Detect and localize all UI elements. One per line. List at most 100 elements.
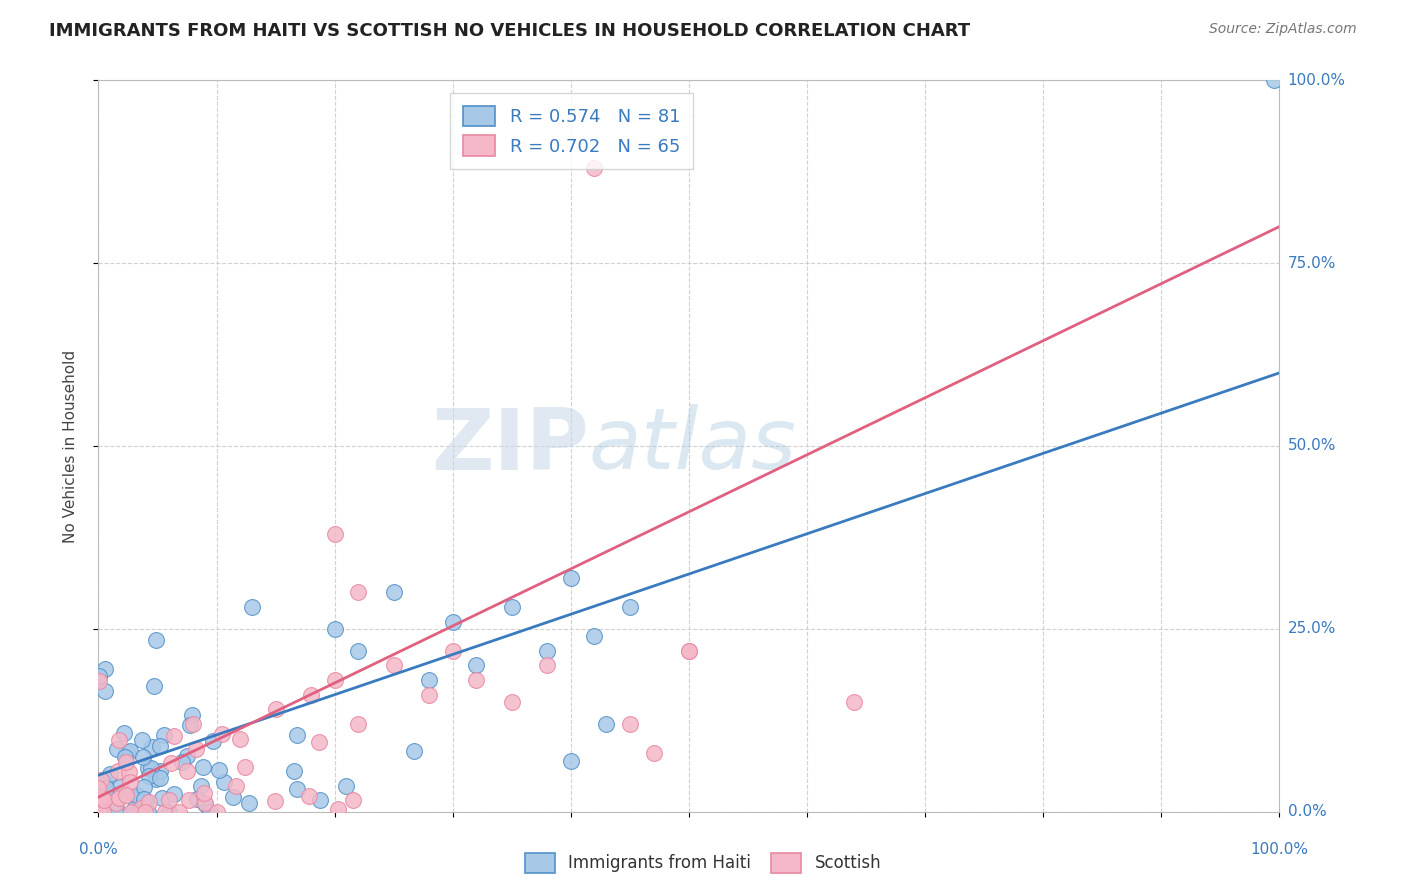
Point [229, 731, 252, 746]
Point [225, 779, 247, 793]
Point [115, 788, 138, 802]
Point [595, 717, 617, 731]
Point [465, 673, 488, 687]
Point [134, 805, 156, 819]
Point [170, 755, 193, 769]
Point [181, 717, 204, 731]
Point [583, 629, 606, 643]
Point [136, 805, 159, 819]
Point [87, 673, 110, 688]
Text: 100.0%: 100.0% [1288, 73, 1346, 87]
Point [107, 805, 129, 819]
Point [132, 780, 155, 795]
Point [89, 801, 111, 815]
Text: 100.0%: 100.0% [1250, 842, 1309, 857]
Point [125, 805, 148, 819]
Point [501, 695, 523, 709]
Point [150, 790, 173, 805]
Point [308, 735, 330, 749]
Point [202, 734, 225, 748]
Point [844, 695, 866, 709]
Point [233, 760, 256, 774]
Point [94, 662, 117, 676]
Point [157, 805, 180, 819]
Point [87, 805, 110, 819]
Point [145, 632, 167, 647]
Point [157, 793, 180, 807]
Point [283, 764, 305, 779]
Point [149, 764, 172, 778]
Point [560, 754, 582, 768]
Point [536, 658, 558, 673]
Point [181, 708, 204, 723]
Point [93, 774, 115, 789]
Point [143, 679, 166, 693]
Point [323, 622, 346, 636]
Point [193, 759, 215, 773]
Point [90, 773, 112, 788]
Point [96, 780, 118, 795]
Point [501, 599, 523, 614]
Point [149, 739, 172, 753]
Point [194, 797, 217, 811]
Point [105, 741, 128, 756]
Point [583, 161, 606, 175]
Text: 0.0%: 0.0% [1288, 805, 1326, 819]
Point [107, 764, 129, 778]
Point [121, 805, 143, 819]
Point [418, 673, 440, 687]
Point [323, 526, 346, 541]
Point [194, 796, 217, 810]
Point [87, 781, 110, 796]
Point [124, 802, 146, 816]
Point [93, 793, 115, 807]
Point [1263, 73, 1285, 87]
Point [141, 739, 163, 754]
Point [240, 599, 263, 614]
Point [118, 765, 141, 780]
Point [91, 805, 114, 819]
Point [205, 805, 228, 819]
Point [132, 750, 155, 764]
Text: 25.0%: 25.0% [1288, 622, 1336, 636]
Point [149, 771, 172, 785]
Text: IMMIGRANTS FROM HAITI VS SCOTTISH NO VEHICLES IN HOUSEHOLD CORRELATION CHART: IMMIGRANTS FROM HAITI VS SCOTTISH NO VEH… [49, 22, 970, 40]
Point [347, 585, 370, 599]
Point [323, 673, 346, 687]
Point [238, 796, 260, 810]
Point [135, 795, 157, 809]
Legend: Immigrants from Haiti, Scottish: Immigrants from Haiti, Scottish [519, 847, 887, 880]
Point [299, 688, 322, 702]
Text: atlas: atlas [589, 404, 797, 488]
Point [167, 805, 190, 819]
Point [212, 775, 235, 789]
Point [308, 793, 330, 807]
Point [643, 746, 665, 760]
Point [560, 571, 582, 585]
Point [138, 768, 160, 782]
Point [160, 756, 183, 771]
Point [115, 745, 138, 759]
Point [678, 644, 700, 658]
Y-axis label: No Vehicles in Household: No Vehicles in Household [63, 350, 77, 542]
Point [619, 599, 641, 614]
Point [134, 792, 156, 806]
Point [335, 779, 357, 793]
Point [285, 781, 308, 796]
Point [87, 669, 110, 683]
Point [619, 717, 641, 731]
Point [91, 793, 114, 807]
Point [98, 767, 121, 781]
Point [179, 718, 201, 732]
Point [118, 775, 141, 789]
Point [193, 786, 215, 800]
Point [285, 728, 308, 742]
Point [112, 726, 135, 740]
Point [186, 792, 208, 806]
Point [93, 684, 115, 698]
Point [108, 780, 131, 794]
Point [114, 755, 136, 769]
Point [211, 727, 233, 741]
Point [114, 750, 136, 764]
Point [342, 792, 364, 806]
